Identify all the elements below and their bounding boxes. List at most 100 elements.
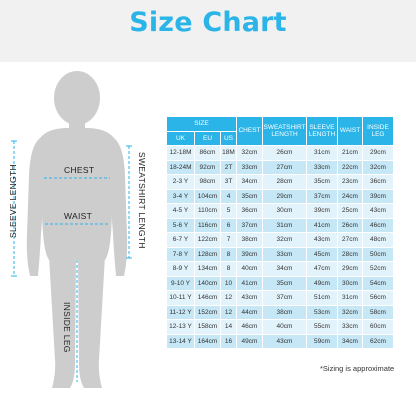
sleeve-length-cell: 59cm bbox=[307, 334, 337, 348]
eu-cell: 86cm bbox=[195, 146, 220, 160]
table-row: 3-4 Y 104cm 4 35cm 29cm 37cm 24cm 39cm bbox=[167, 189, 393, 203]
inside-leg-cell: 54cm bbox=[363, 276, 393, 290]
sleeve-length-cell: 45cm bbox=[307, 247, 337, 261]
waist-label: WAIST bbox=[64, 211, 93, 221]
sweatshirt-length-cell: 28cm bbox=[263, 175, 306, 189]
sleeve-length-cell: 39cm bbox=[307, 204, 337, 218]
table-row: 6-7 Y 122cm 7 38cm 32cm 43cm 27cm 48cm bbox=[167, 233, 393, 247]
table-subheader-row: UK EU US bbox=[167, 131, 393, 145]
eu-cell: 128cm bbox=[195, 247, 220, 261]
eu-cell: 104cm bbox=[195, 189, 220, 203]
uk-cell: 7-8 Y bbox=[167, 247, 194, 261]
table-row: 18-24M 92cm 2T 33cm 27cm 33cm 22cm 32cm bbox=[167, 160, 393, 174]
sleeve-length-cell: 49cm bbox=[307, 276, 337, 290]
size-table-body: 12-18M 86cm 18M 32cm 26cm 31cm 21cm 29cm 18-24M 9… bbox=[167, 146, 393, 348]
chest-cell: 37cm bbox=[237, 218, 262, 232]
uk-cell: 2-3 Y bbox=[167, 175, 194, 189]
uk-cell: 12-18M bbox=[167, 146, 194, 160]
us-cell: 5 bbox=[221, 204, 236, 218]
inside-leg-cell: 48cm bbox=[363, 233, 393, 247]
sleeve-length-cell: 53cm bbox=[307, 305, 337, 319]
waist-cell: 29cm bbox=[338, 262, 362, 276]
eu-cell: 146cm bbox=[195, 291, 220, 305]
us-cell: 12 bbox=[221, 305, 236, 319]
eu-cell: 134cm bbox=[195, 262, 220, 276]
sweatshirt-length-cell: 38cm bbox=[263, 305, 306, 319]
inside-leg-cell: 36cm bbox=[363, 175, 393, 189]
eu-cell: 158cm bbox=[195, 320, 220, 334]
sleeve-length-cell: 37cm bbox=[307, 189, 337, 203]
table-row: 5-6 Y 116cm 6 37cm 31cm 41cm 26cm 46cm bbox=[167, 218, 393, 232]
waist-header: WAIST bbox=[338, 117, 362, 145]
us-cell: 8 bbox=[221, 247, 236, 261]
uk-cell: 5-6 Y bbox=[167, 218, 194, 232]
chest-header: CHEST bbox=[237, 117, 262, 145]
chest-cell: 40cm bbox=[237, 262, 262, 276]
sweatshirt-length-header: SWEATSHIRT LENGTH bbox=[263, 117, 306, 145]
us-cell: 8 bbox=[221, 262, 236, 276]
uk-cell: 9-10 Y bbox=[167, 276, 194, 290]
waist-cell: 24cm bbox=[338, 189, 362, 203]
uk-cell: 4-5 Y bbox=[167, 204, 194, 218]
inside-leg-cell: 52cm bbox=[363, 262, 393, 276]
sleeve-length-cell: 47cm bbox=[307, 262, 337, 276]
uk-cell: 18-24M bbox=[167, 160, 194, 174]
sleeve-length-cell: 35cm bbox=[307, 175, 337, 189]
us-cell: 10 bbox=[221, 276, 236, 290]
inside-leg-label: INSIDE LEG bbox=[62, 302, 72, 353]
sleeve-length-cell: 55cm bbox=[307, 320, 337, 334]
sleeve-length-label: SLEEVE LENGTH bbox=[8, 164, 18, 238]
table-row: 9-10 Y 140cm 10 41cm 35cm 49cm 30cm 54cm bbox=[167, 276, 393, 290]
eu-header: EU bbox=[195, 131, 220, 145]
sizing-note: *Sizing is approximate bbox=[320, 364, 395, 373]
us-cell: 12 bbox=[221, 291, 236, 305]
eu-cell: 164cm bbox=[195, 334, 220, 348]
chest-cell: 32cm bbox=[237, 146, 262, 160]
chest-cell: 46cm bbox=[237, 320, 262, 334]
sweatshirt-length-cell: 43cm bbox=[263, 334, 306, 348]
sweatshirt-length-cell: 35cm bbox=[263, 276, 306, 290]
eu-cell: 98cm bbox=[195, 175, 220, 189]
uk-header: UK bbox=[167, 131, 194, 145]
chest-label: CHEST bbox=[64, 165, 95, 175]
chest-cell: 36cm bbox=[237, 204, 262, 218]
chest-cell: 43cm bbox=[237, 291, 262, 305]
uk-cell: 3-4 Y bbox=[167, 189, 194, 203]
us-cell: 2T bbox=[221, 160, 236, 174]
waist-cell: 22cm bbox=[338, 160, 362, 174]
title-band bbox=[0, 0, 416, 62]
uk-cell: 8-9 Y bbox=[167, 262, 194, 276]
inside-leg-cell: 56cm bbox=[363, 291, 393, 305]
waist-cell: 34cm bbox=[338, 334, 362, 348]
eu-cell: 122cm bbox=[195, 233, 220, 247]
eu-cell: 110cm bbox=[195, 204, 220, 218]
inside-leg-header: INSIDE LEG bbox=[363, 117, 393, 145]
size-table-wrapper: SIZE CHEST SWEATSHIRT LENGTH SLEEVE LENG… bbox=[166, 116, 394, 349]
table-row: 10-11 Y 146cm 12 43cm 37cm 51cm 31cm 56cm bbox=[167, 291, 393, 305]
waist-cell: 30cm bbox=[338, 276, 362, 290]
inside-leg-cell: 50cm bbox=[363, 247, 393, 261]
eu-cell: 116cm bbox=[195, 218, 220, 232]
us-cell: 6 bbox=[221, 218, 236, 232]
table-row: 12-13 Y 158cm 14 46cm 40cm 55cm 33cm 60cm bbox=[167, 320, 393, 334]
uk-cell: 13-14 Y bbox=[167, 334, 194, 348]
us-cell: 14 bbox=[221, 320, 236, 334]
waist-cell: 23cm bbox=[338, 175, 362, 189]
us-header: US bbox=[221, 131, 236, 145]
us-cell: 18M bbox=[221, 146, 236, 160]
sleeve-length-cell: 41cm bbox=[307, 218, 337, 232]
chest-cell: 38cm bbox=[237, 233, 262, 247]
sweatshirt-length-cell: 30cm bbox=[263, 204, 306, 218]
sleeve-length-cell: 33cm bbox=[307, 160, 337, 174]
table-header-row: SIZE CHEST SWEATSHIRT LENGTH SLEEVE LENG… bbox=[167, 117, 393, 145]
table-row: 13-14 Y 164cm 16 49cm 43cm 59cm 34cm 62cm bbox=[167, 334, 393, 348]
uk-cell: 11-12 Y bbox=[167, 305, 194, 319]
waist-cell: 32cm bbox=[338, 305, 362, 319]
inside-leg-cell: 60cm bbox=[363, 320, 393, 334]
us-cell: 7 bbox=[221, 233, 236, 247]
sweatshirt-length-cell: 27cm bbox=[263, 160, 306, 174]
waist-cell: 33cm bbox=[338, 320, 362, 334]
inside-leg-cell: 29cm bbox=[363, 146, 393, 160]
chest-cell: 49cm bbox=[237, 334, 262, 348]
eu-cell: 92cm bbox=[195, 160, 220, 174]
